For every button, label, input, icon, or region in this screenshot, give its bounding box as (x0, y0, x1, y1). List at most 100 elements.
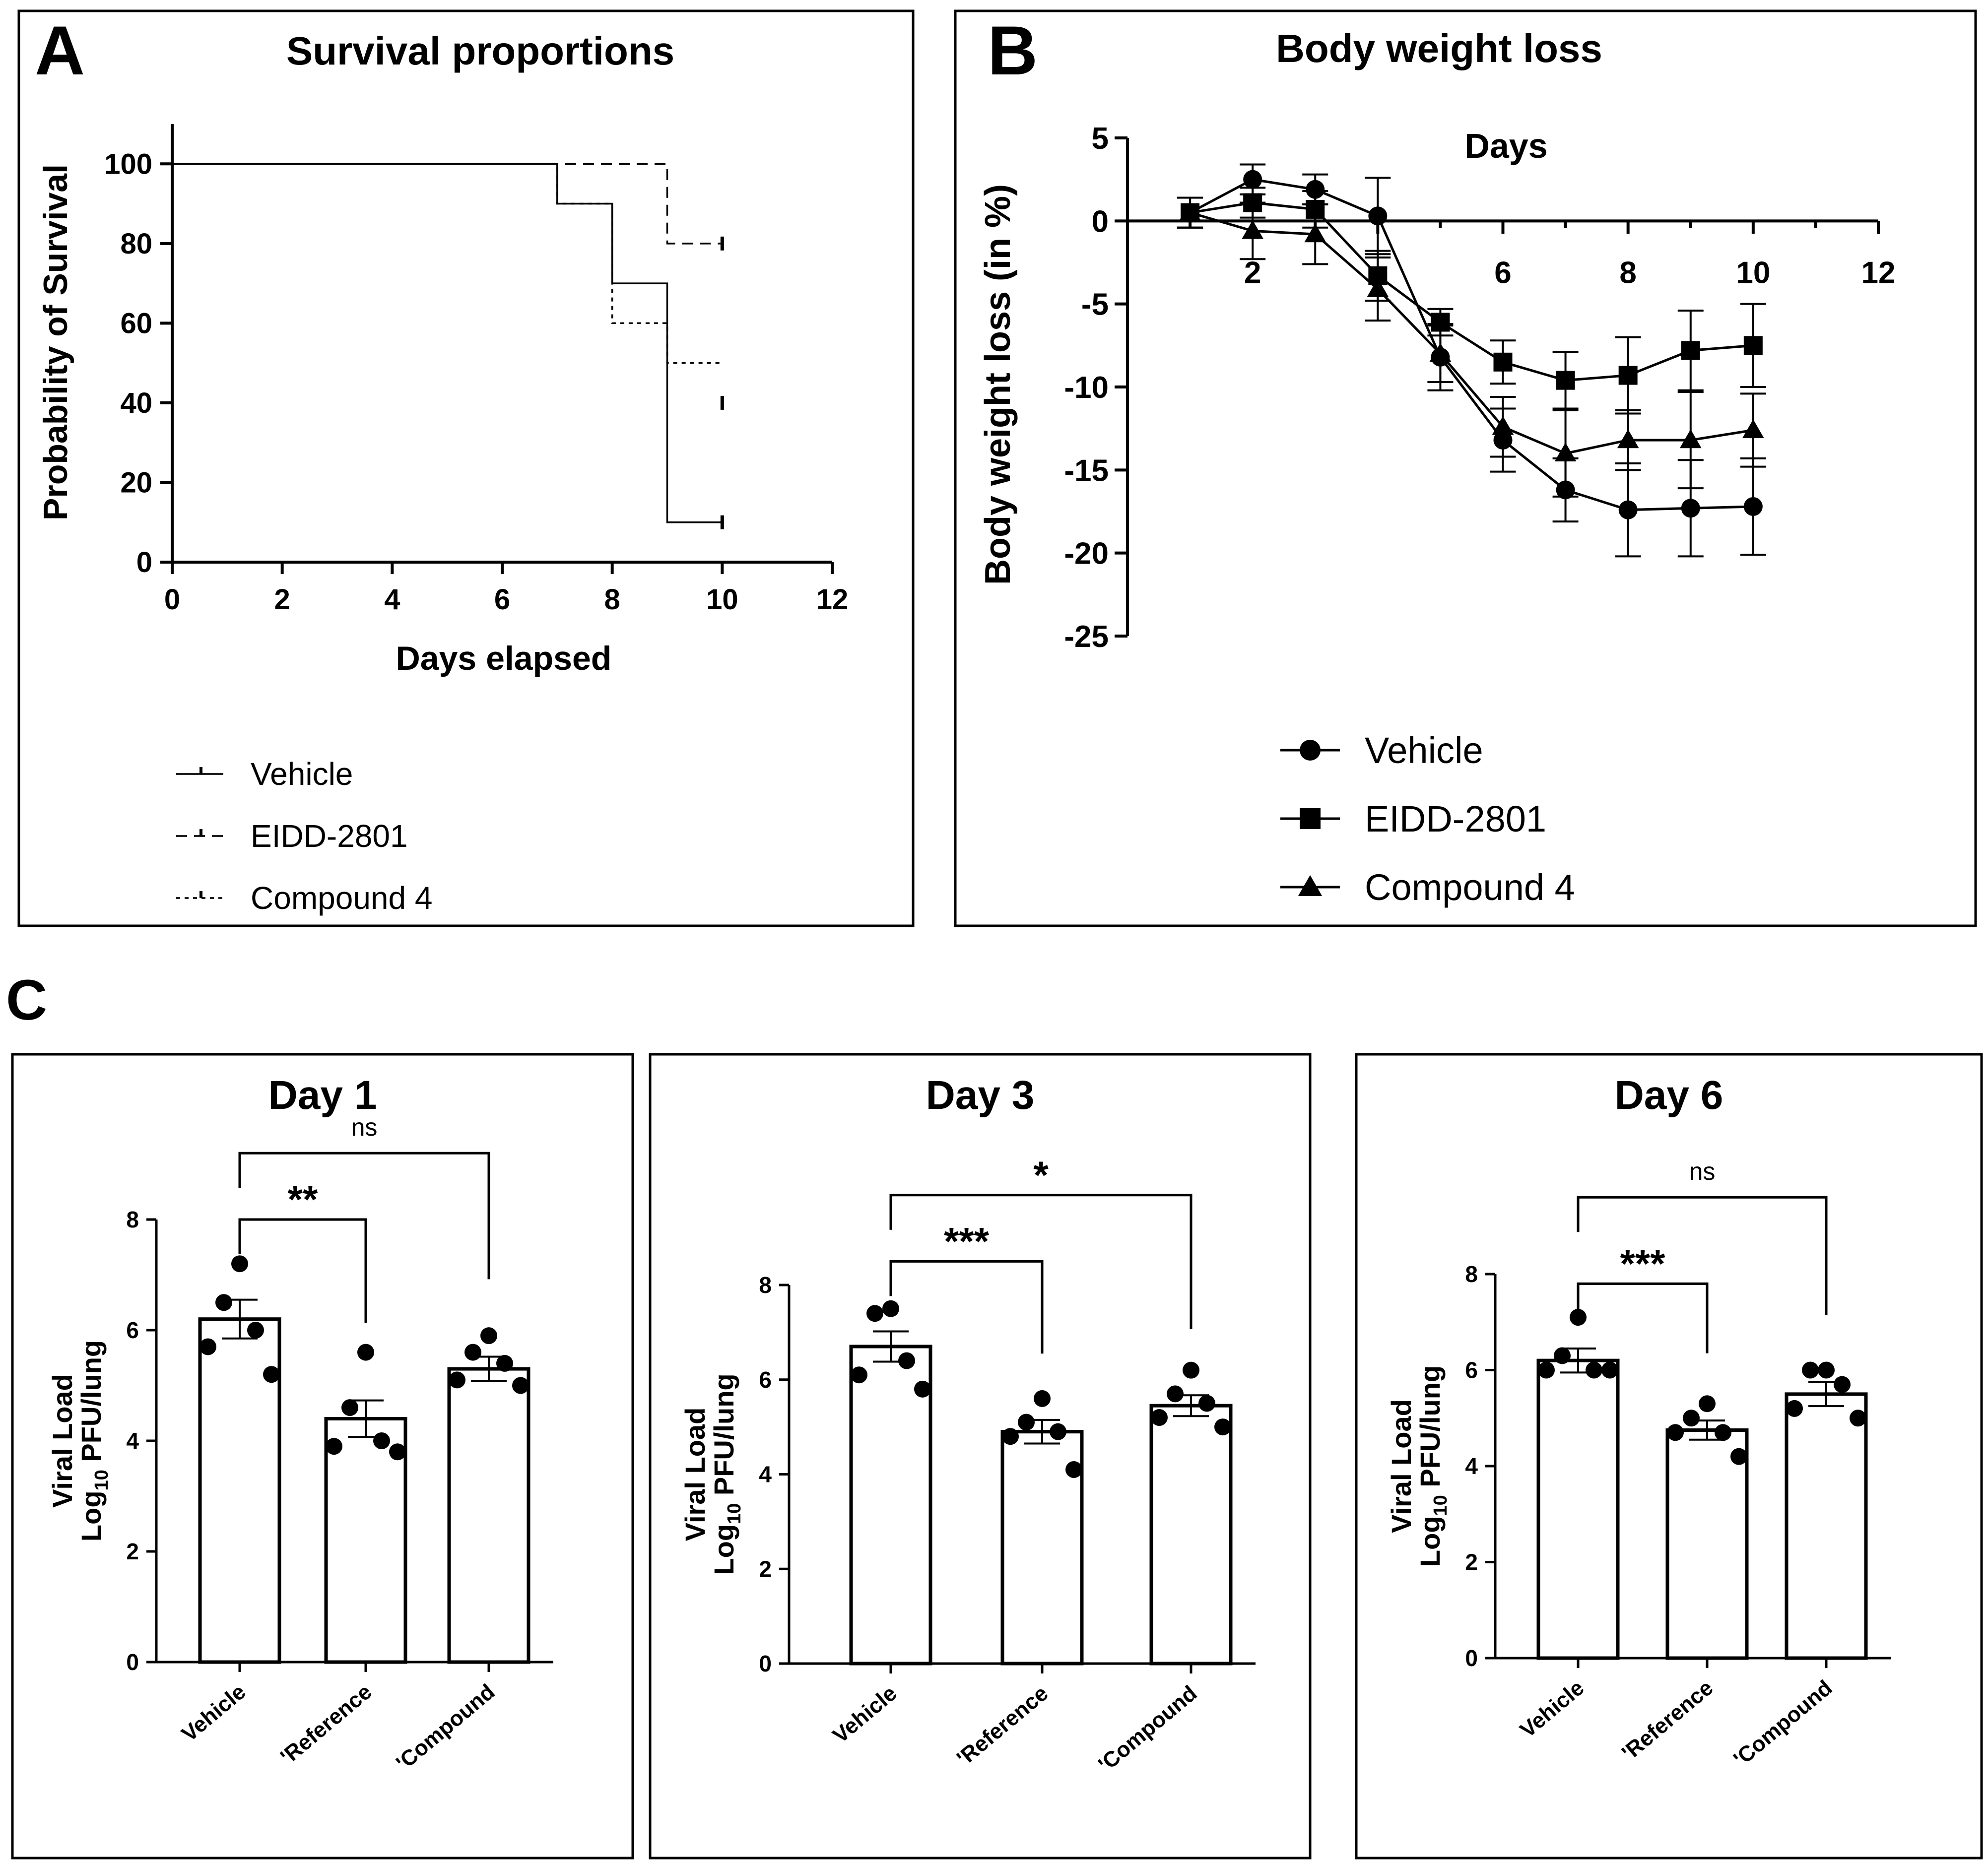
replicate-point (1699, 1395, 1716, 1413)
panel-label-c: C (6, 968, 47, 1032)
data-point-triangle (1242, 220, 1264, 239)
significance-bracket (238, 1218, 367, 1323)
replicate-point (231, 1255, 248, 1273)
replicate-point (1538, 1361, 1555, 1379)
data-point-square (1618, 366, 1638, 385)
replicate-point (1214, 1418, 1231, 1436)
replicate-point (1554, 1347, 1571, 1364)
panel-b-y-tick-label: -25 (1064, 620, 1109, 654)
weight-line-eidd-2801 (1190, 201, 1754, 382)
panel-b-ylabel: Body weight loss (in %) (978, 184, 1018, 585)
legend-marker-triangle (1298, 875, 1323, 896)
legend-label: Compound 4 (251, 880, 432, 916)
data-point-circle (1743, 497, 1763, 516)
panel-b-x-tick-label: 2 (1244, 256, 1261, 290)
panel-a-y-tick-label: 60 (120, 307, 152, 339)
panel-c3-frame (1355, 1053, 1983, 1860)
panel-c-title: Day 3 (926, 1073, 1035, 1118)
ylabel-subscript: 10 (724, 1503, 745, 1524)
replicate-point (1183, 1361, 1199, 1379)
significance-bracket (238, 1152, 490, 1280)
bar-compound (447, 1367, 530, 1664)
panel-a-x-tick-label: 4 (384, 583, 400, 616)
replicate-point (1802, 1361, 1819, 1379)
panel-b-x-tick-label: 6 (1494, 256, 1511, 290)
data-point-square (1493, 352, 1513, 372)
panel-c-y-tick-label: 0 (1465, 1645, 1478, 1671)
legend-marker-circle (1300, 740, 1321, 761)
panel-c-ylabel-line1: Viral Load (47, 1374, 78, 1508)
panel-c1-frame (11, 1053, 634, 1860)
panel-c-x-tick-label: Vehicle (828, 1681, 902, 1748)
panel-b-x-tick-label: 8 (1619, 256, 1636, 290)
panel-a-xlabel: Days elapsed (396, 640, 612, 677)
panel-c-y-tick-label: 0 (759, 1651, 772, 1676)
panel-b-y-tick-label: -20 (1064, 537, 1109, 571)
panel-c-y-tick-label: 2 (1465, 1549, 1478, 1575)
ylabel-unit: PFU/lung (75, 1340, 107, 1470)
panel-c-y-tick-label: 2 (759, 1556, 772, 1582)
data-point-triangle (1179, 201, 1201, 221)
panel-c-y-tick-label: 6 (126, 1317, 139, 1343)
replicate-point (1151, 1409, 1168, 1426)
bar-reference (324, 1416, 407, 1664)
replicate-point (1850, 1410, 1866, 1427)
panel-b-xlabel: Days (1464, 127, 1547, 165)
data-point-triangle (1429, 343, 1452, 362)
weight-line-compound-4 (1190, 211, 1754, 455)
replicate-point (215, 1294, 232, 1311)
data-point-circle (1368, 206, 1388, 226)
replicate-point (1167, 1385, 1184, 1403)
replicate-point (389, 1443, 406, 1461)
replicate-point (1786, 1400, 1803, 1417)
panel-b-plot: 5 0 -5 -10 -15 -20 -25 2 6 8 10 12 Vehicle EIDD-2801 C… (1064, 122, 1895, 908)
panel-a-x-tick-label: 8 (604, 583, 620, 616)
panel-b-x-tick-label: 10 (1736, 256, 1770, 290)
panel-a-title: Survival proportions (286, 29, 674, 73)
data-point-square (1681, 341, 1700, 360)
replicate-point (1050, 1423, 1066, 1440)
data-point-triangle (1367, 278, 1389, 297)
panel-c-x-tick-label: 'Compound (1094, 1681, 1201, 1777)
legend-label: Vehicle (251, 756, 353, 792)
data-point-circle (1618, 500, 1638, 519)
panel-a-x-tick-label: 10 (706, 583, 738, 616)
replicate-point (263, 1366, 280, 1383)
data-point-triangle (1304, 223, 1326, 243)
replicate-point (1667, 1424, 1684, 1441)
data-point-triangle (1617, 429, 1639, 449)
panel-c2-frame (649, 1053, 1312, 1860)
panel-c-x-tick-label: Vehicle (177, 1679, 251, 1746)
ylabel-log: Log (708, 1524, 739, 1575)
panel-c-ylabel-line2: Log10 PFU/lung (1414, 1365, 1451, 1567)
panel-label-a: A (35, 11, 85, 89)
replicate-point (851, 1366, 867, 1384)
panel-b-y-tick-label: -5 (1081, 288, 1109, 322)
panel-a-plot: 0 2 4 6 8 10 12 0 20 40 60 80 100 Vehicle EIDD-2801 Com… (104, 124, 848, 916)
data-point-square (1556, 371, 1575, 390)
weight-line-vehicle (1189, 178, 1753, 512)
replicate-point (199, 1338, 216, 1355)
replicate-point (449, 1371, 465, 1389)
panel-c-y-tick-label: 8 (126, 1207, 139, 1232)
panel-label-b: B (988, 11, 1038, 89)
panel-c-ylabel-line2: Log10 PFU/lung (75, 1340, 112, 1542)
replicate-point (357, 1344, 374, 1361)
significance-label: ns (1689, 1157, 1716, 1185)
survival-line-compound-4 (172, 163, 723, 364)
bar-reference (1665, 1428, 1749, 1660)
significance-label: *** (944, 1219, 990, 1263)
significance-label: *** (1620, 1241, 1665, 1285)
replicate-point (882, 1300, 899, 1317)
panel-b-y-tick-label: -10 (1064, 371, 1109, 405)
survival-line-vehicle (172, 163, 723, 523)
panel-c-y-tick-label: 4 (759, 1462, 772, 1487)
significance-bracket (889, 1194, 1193, 1329)
replicate-point (326, 1438, 342, 1455)
replicate-point (1601, 1361, 1618, 1379)
ylabel-unit: PFU/lung (1414, 1365, 1446, 1495)
data-point-triangle (1554, 443, 1577, 462)
panel-a-x-tick-label: 6 (494, 583, 510, 616)
